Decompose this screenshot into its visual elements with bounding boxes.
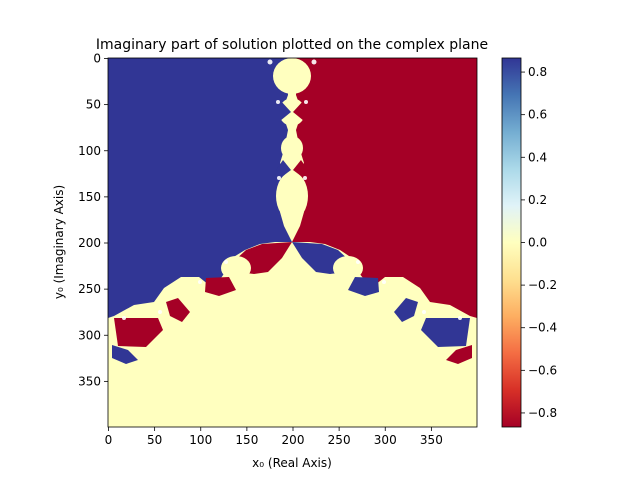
y-tick-label: 150	[78, 190, 101, 204]
colorbar-tick-label: −0.6	[528, 363, 557, 377]
x-tick-label: 200	[282, 433, 305, 447]
x-tick-label: 50	[147, 433, 162, 447]
plot-frame	[107, 57, 478, 428]
y-tick-label: 350	[78, 374, 101, 388]
y-tick-label: 0	[93, 52, 101, 66]
colorbar-tick-label: −0.8	[528, 406, 557, 420]
upper-left-basin-region	[108, 58, 292, 318]
x-tick-label: 0	[105, 433, 113, 447]
x-tick-label: 350	[420, 433, 443, 447]
colorbar-tick-label: −0.4	[528, 321, 557, 335]
x-axis-label: x₀ (Real Axis)	[252, 456, 332, 470]
colorbar-tick-label: 0.0	[528, 236, 547, 250]
x-tick-label: 100	[189, 433, 212, 447]
y-tick-label: 250	[78, 282, 101, 296]
chart-title: Imaginary part of solution plotted on th…	[96, 37, 488, 53]
colorbar-tick-label: 0.4	[528, 150, 547, 164]
y-axis-label: y₀ (Imaginary Axis)	[52, 185, 66, 299]
fractal-boundary-speckle	[122, 59, 462, 320]
x-tick-label: 250	[328, 433, 351, 447]
x-tick-label: 150	[235, 433, 258, 447]
y-tick-label: 200	[78, 236, 101, 250]
y-tick-label: 50	[86, 98, 101, 112]
y-tick-label: 300	[78, 328, 101, 342]
fractal-lobes	[112, 58, 472, 364]
colorbar-tick-label: 0.2	[528, 193, 547, 207]
heatmap-image	[108, 58, 477, 427]
x-tick-label: 300	[374, 433, 397, 447]
y-axis: 0 50 100 150 200 250 300 350	[78, 52, 108, 388]
colorbar-tick-label: 0.6	[528, 108, 547, 122]
colorbar	[501, 57, 522, 428]
colorbar-tick-label: 0.8	[528, 65, 547, 79]
y-tick-label: 100	[78, 144, 101, 158]
upper-right-basin-region	[292, 58, 477, 318]
colorbar-axis: 0.8 0.6 0.4 0.2 0.0 −0.2 −0.4 −0.6 −0.8	[521, 65, 557, 420]
colorbar-tick-label: −0.2	[528, 278, 557, 292]
x-axis: 0 50 100 150 200 250 300 350	[105, 427, 443, 447]
